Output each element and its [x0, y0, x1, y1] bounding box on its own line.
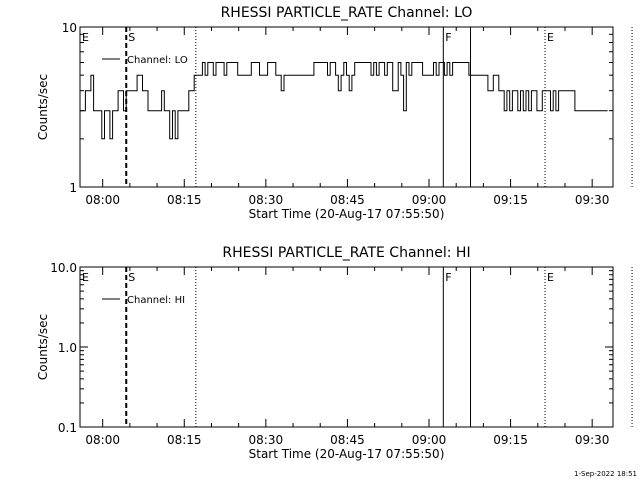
panel2-ytick-label: 0.1: [58, 421, 77, 435]
panel1-xlabel: Start Time (20-Aug-17 07:55:50): [249, 207, 445, 221]
panel2-ylabel: Counts/sec: [36, 314, 50, 380]
panel1-plot-frame: [79, 26, 614, 188]
panel2-ytick-label: 1.0: [58, 341, 77, 355]
panel2-ytick-label: 10.0: [50, 261, 77, 275]
panel1-legend-label: Channel: LO: [127, 55, 188, 66]
panel2-xtick-label: 09:00: [412, 433, 447, 447]
panel1-ylabel: Counts/sec: [36, 74, 50, 140]
panel2-xtick-label: 08:00: [85, 433, 120, 447]
panel2-xtick-label: 08:15: [167, 433, 202, 447]
panel2-plot-frame: [79, 266, 614, 428]
panel1-ytick-label: 10: [62, 21, 77, 35]
panel1-marker-label: E: [547, 31, 554, 44]
panel2-xtick-label: 09:15: [493, 433, 528, 447]
footer-date: 1-Sep-2022 18:51: [574, 470, 637, 478]
panel2-xtick-label: 08:45: [330, 433, 365, 447]
panel1-marker-label: E: [82, 31, 89, 44]
panel1-ytick-label: 1: [69, 181, 77, 195]
panel1-xtick-label: 08:45: [330, 193, 365, 207]
panel1-xtick-label: 09:15: [493, 193, 528, 207]
panel1-title: RHESSI PARTICLE_RATE Channel: LO: [221, 5, 473, 21]
panel1-xtick-label: 08:15: [167, 193, 202, 207]
panel2-xtick-label: 09:30: [575, 433, 610, 447]
panel2-title: RHESSI PARTICLE_RATE Channel: HI: [222, 245, 470, 261]
panel2-marker-label: S: [128, 271, 135, 284]
panel1-series-line: [80, 62, 608, 140]
panel2-xtick-label: 08:30: [249, 433, 284, 447]
panel1-xtick-label: 08:00: [85, 193, 120, 207]
panel2-legend-label: Channel: HI: [127, 295, 185, 306]
panel2-marker-label: E: [82, 271, 89, 284]
panel2-marker-label: E: [547, 271, 554, 284]
panel1-xtick-label: 09:00: [412, 193, 447, 207]
panel1-xtick-label: 09:30: [575, 193, 610, 207]
panel1-marker-label: F: [445, 31, 451, 44]
panel1-xtick-label: 08:30: [249, 193, 284, 207]
panel2-xlabel: Start Time (20-Aug-17 07:55:50): [249, 447, 445, 461]
panel2-marker-label: F: [445, 271, 451, 284]
panel1-marker-label: S: [128, 31, 135, 44]
